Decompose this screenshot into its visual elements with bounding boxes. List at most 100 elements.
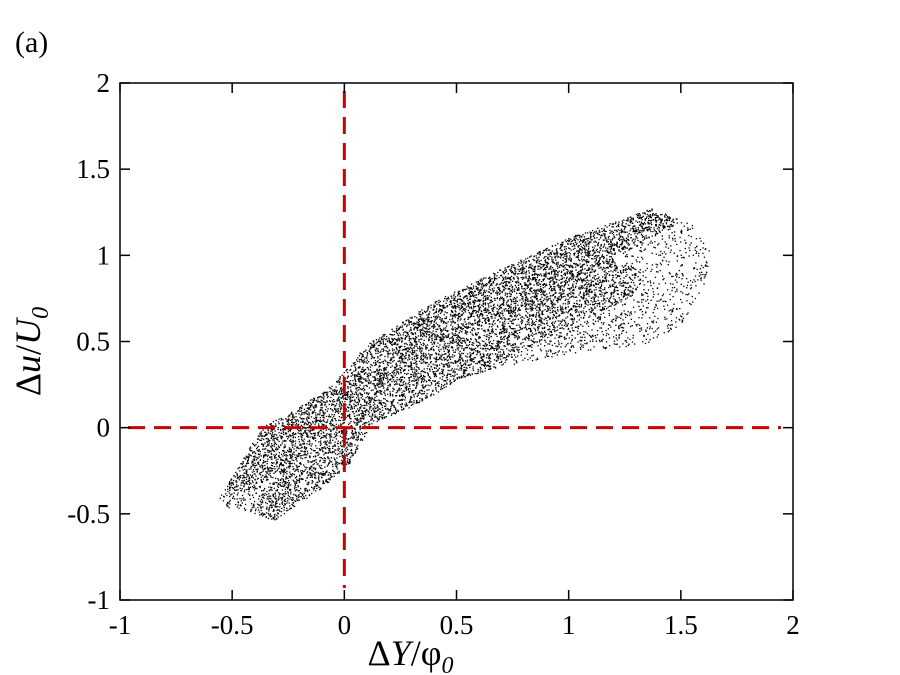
scatter-point	[274, 493, 276, 495]
scatter-point	[323, 474, 325, 476]
scatter-point	[417, 335, 419, 337]
scatter-point	[379, 411, 381, 413]
scatter-point	[290, 507, 292, 509]
scatter-point	[357, 401, 359, 403]
scatter-point	[434, 305, 436, 307]
scatter-point	[318, 465, 320, 467]
scatter-point	[436, 359, 439, 361]
scatter-point	[562, 259, 564, 262]
scatter-point	[315, 445, 317, 447]
scatter-point	[557, 285, 559, 287]
scatter-point	[322, 480, 324, 482]
scatter-point	[351, 455, 353, 457]
scatter-point	[335, 403, 338, 405]
scatter-point	[477, 311, 480, 313]
scatter-point	[230, 494, 232, 496]
scatter-point	[243, 475, 245, 477]
scatter-point	[496, 313, 498, 315]
scatter-point	[493, 290, 495, 292]
scatter-point	[531, 321, 534, 323]
scatter-point	[412, 337, 414, 339]
scatter-point	[376, 383, 378, 385]
scatter-point	[560, 294, 562, 297]
scatter-point	[340, 441, 342, 443]
scatter-point	[319, 410, 321, 412]
scatter-point	[425, 384, 427, 386]
scatter-point	[450, 356, 452, 358]
scatter-point	[441, 330, 443, 332]
scatter-point	[702, 247, 704, 249]
scatter-point	[544, 356, 546, 358]
scatter-point	[376, 416, 378, 419]
scatter-point	[500, 361, 502, 363]
scatter-point	[252, 469, 255, 471]
scatter-point	[369, 408, 371, 410]
scatter-point	[616, 245, 618, 247]
scatter-point	[462, 323, 464, 325]
scatter-point	[672, 275, 674, 278]
scatter-point	[386, 393, 389, 395]
scatter-point	[289, 505, 291, 507]
scatter-point	[621, 299, 623, 301]
scatter-point	[488, 359, 491, 361]
scatter-point	[667, 289, 669, 291]
scatter-point	[651, 209, 653, 211]
scatter-point	[535, 306, 537, 308]
scatter-point	[586, 245, 588, 247]
scatter-point	[232, 488, 234, 490]
scatter-point	[279, 482, 281, 484]
scatter-point	[532, 289, 535, 291]
scatter-point	[411, 317, 413, 319]
scatter-point	[342, 456, 344, 458]
scatter-point	[452, 342, 454, 344]
scatter-point	[336, 472, 338, 474]
scatter-point	[358, 419, 360, 421]
scatter-point	[634, 229, 636, 232]
scatter-point	[516, 324, 518, 326]
scatter-point	[355, 424, 357, 426]
scatter-point	[451, 297, 453, 299]
scatter-point	[614, 301, 616, 304]
scatter-point	[468, 343, 471, 346]
scatter-point	[678, 318, 680, 320]
scatter-point	[578, 251, 580, 253]
scatter-point	[513, 310, 515, 312]
scatter-point	[544, 260, 546, 262]
scatter-point	[284, 504, 286, 506]
scatter-point	[288, 498, 290, 500]
scatter-point	[679, 308, 681, 310]
scatter-point	[696, 268, 698, 270]
scatter-point	[666, 304, 669, 306]
scatter-point	[466, 333, 468, 335]
scatter-point	[295, 482, 298, 484]
scatter-point	[425, 336, 427, 338]
scatter-point	[627, 337, 629, 339]
scatter-point	[523, 327, 525, 329]
scatter-point	[455, 334, 457, 337]
scatter-point	[236, 477, 238, 479]
scatter-point	[694, 275, 697, 277]
scatter-point	[652, 291, 655, 293]
scatter-point	[328, 448, 330, 450]
scatter-point	[553, 352, 555, 355]
scatter-point	[533, 322, 535, 324]
scatter-point	[501, 355, 503, 357]
scatter-point	[596, 303, 598, 305]
scatter-point	[536, 318, 538, 320]
scatter-point	[305, 432, 307, 434]
scatter-point	[572, 242, 574, 245]
scatter-point	[480, 286, 483, 288]
scatter-point	[422, 312, 424, 314]
scatter-point	[420, 358, 422, 360]
scatter-point	[525, 310, 527, 313]
scatter-point	[633, 225, 635, 227]
scatter-point	[349, 413, 351, 415]
scatter-point	[261, 515, 264, 517]
scatter-point	[482, 278, 484, 280]
scatter-point	[321, 414, 323, 417]
scatter-point	[626, 238, 629, 241]
scatter-point	[496, 356, 498, 358]
scatter-point	[340, 403, 343, 405]
scatter-point	[581, 255, 583, 258]
scatter-point	[264, 487, 266, 490]
